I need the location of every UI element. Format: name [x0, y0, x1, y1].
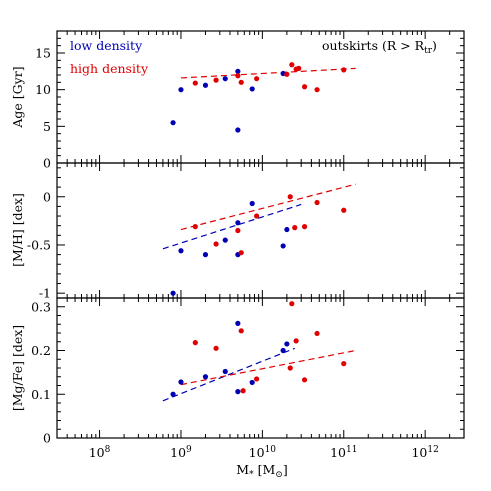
annotation-outskirts: outskirts (R > Rtr) [322, 38, 437, 56]
y-tick-label: -1 [39, 286, 51, 301]
y-tick-label: 10 [35, 82, 51, 97]
data-point [280, 347, 286, 354]
data-point [249, 86, 255, 92]
xlabel-sun: ⊙ [275, 470, 283, 480]
data-points [170, 62, 347, 397]
xlabel-close: ] [283, 462, 288, 477]
y-tick-label: 0.3 [31, 299, 51, 314]
data-point [301, 377, 308, 383]
y-tick-label: 0 [43, 156, 51, 171]
fit-line [180, 183, 356, 231]
xlabel-unit: [M [254, 462, 276, 477]
annotation-close: ) [432, 38, 437, 53]
fit-line [180, 67, 356, 79]
data-point [235, 389, 241, 395]
data-point [235, 127, 241, 133]
fit-line [180, 349, 356, 386]
data-point [314, 87, 320, 93]
data-point [280, 243, 286, 249]
data-point [296, 65, 302, 71]
data-point [170, 290, 176, 296]
fit-line [162, 203, 302, 250]
data-point [235, 73, 241, 79]
x-tick-label: 109 [170, 445, 192, 460]
data-point [178, 87, 184, 93]
data-point [235, 220, 241, 226]
data-point [170, 391, 176, 397]
legend-high-density: high density [70, 61, 149, 76]
data-point [202, 374, 209, 380]
data-point [202, 82, 209, 88]
data-point [222, 237, 228, 243]
ylabel-metallicity: [M/H] [dex] [10, 193, 25, 267]
data-point [192, 224, 198, 230]
x-tick-label: 1010 [249, 445, 277, 460]
data-point [287, 365, 293, 371]
tick-labels: 0 5 10 15 -1 -0.5 0 0 0.1 0.2 0.3 108 109 1010 1011 101… [27, 46, 439, 461]
y-tick-label: 0.1 [31, 387, 51, 402]
y-tick-label: 0 [43, 189, 51, 204]
data-point [238, 79, 244, 85]
data-point [314, 199, 320, 206]
xlabel-main: M [236, 462, 249, 477]
data-point [287, 194, 293, 200]
data-point [238, 250, 244, 256]
data-point [284, 226, 290, 233]
x-tick-label: 108 [89, 445, 111, 460]
fit-line [162, 347, 295, 402]
data-point [292, 225, 298, 231]
data-point [235, 227, 241, 234]
data-point [341, 207, 347, 213]
xlabel: M* [M⊙] [236, 462, 287, 480]
data-point [170, 120, 176, 126]
y-tick-label: 0.2 [31, 343, 51, 358]
panel-alpha-frame [56, 297, 465, 439]
y-tick-label: 5 [43, 119, 51, 134]
x-tick-label: 1012 [411, 445, 438, 460]
annotation-sub: tr [424, 46, 433, 56]
data-point [235, 68, 241, 74]
data-point [213, 77, 219, 83]
data-point [254, 76, 260, 82]
data-point [202, 252, 209, 258]
data-point [240, 388, 246, 394]
data-point [249, 200, 255, 207]
data-point [341, 67, 347, 73]
data-point [301, 224, 308, 230]
data-point [284, 341, 290, 347]
data-point [341, 361, 347, 367]
data-point [254, 376, 260, 382]
data-point [284, 71, 290, 77]
ylabel-age: Age [Gyr] [10, 66, 25, 128]
data-point [314, 330, 320, 337]
data-point [192, 340, 198, 346]
panel-metallicity-frame [56, 162, 465, 299]
data-point [249, 379, 255, 386]
legend-low-density: low density [70, 38, 143, 53]
data-point [178, 248, 184, 254]
annotation-main: outskirts (R > R [322, 38, 425, 53]
data-point [293, 338, 299, 344]
data-point [178, 379, 184, 385]
y-tick-label: 15 [35, 46, 51, 61]
data-point [301, 84, 308, 90]
data-point [235, 320, 241, 326]
data-point [289, 62, 295, 68]
data-point [192, 80, 198, 86]
y-tick-label: -0.5 [27, 237, 51, 252]
data-point [222, 76, 228, 82]
data-point [289, 301, 295, 307]
x-tick-label: 1011 [330, 445, 357, 460]
ylabel-alpha: [Mg/Fe] [dex] [10, 325, 25, 411]
axis-ticks [56, 30, 465, 439]
data-point [254, 213, 260, 219]
data-point [213, 345, 219, 351]
xlabel-star: * [249, 470, 254, 480]
data-point [238, 328, 244, 334]
y-tick-label: 0 [43, 431, 51, 446]
data-point [213, 241, 219, 247]
fit-lines [162, 67, 356, 402]
data-point [222, 368, 228, 375]
